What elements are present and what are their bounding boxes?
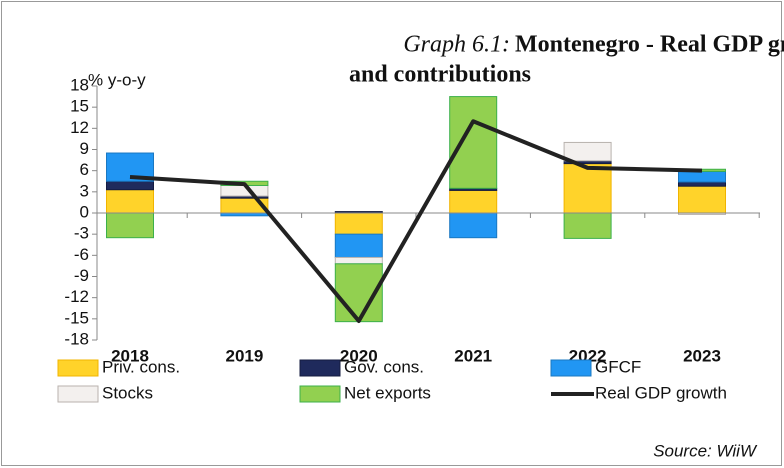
legend-label: Net exports xyxy=(344,383,431,402)
legend-swatch xyxy=(550,359,592,377)
bar-segment xyxy=(449,212,498,239)
chart-title-label: Graph 6.1: xyxy=(403,32,510,58)
bar-segment xyxy=(449,96,498,189)
bar-segment xyxy=(334,233,383,258)
x-tick-label: 2020 xyxy=(340,346,378,365)
y-tick-label: -3 xyxy=(74,224,89,243)
chart-title: and contributions xyxy=(349,62,531,88)
y-tick-label: 6 xyxy=(80,160,89,179)
y-tick-label: -18 xyxy=(64,329,89,348)
bar-segment xyxy=(563,141,612,162)
legend-label: Priv. cons. xyxy=(102,357,180,376)
x-tick-label: 2019 xyxy=(225,346,263,365)
legend-swatch xyxy=(57,359,99,377)
legend-swatch xyxy=(57,385,99,403)
y-tick-label: 3 xyxy=(80,181,89,200)
bar-segment xyxy=(678,170,726,183)
bar-segment xyxy=(334,256,383,265)
y-tick-label: 12 xyxy=(70,118,89,137)
x-tick-label: 2023 xyxy=(683,346,721,365)
bar-segment xyxy=(449,189,498,214)
bar-segment xyxy=(106,212,154,239)
line-series xyxy=(129,119,703,323)
y-tick-label: 18 xyxy=(70,75,89,94)
y-tick-label: -9 xyxy=(74,266,89,285)
legend-label: GFCF xyxy=(595,357,641,376)
y-tick-label: 15 xyxy=(70,97,89,116)
bar-segment xyxy=(678,185,726,214)
source: Source: WiiW xyxy=(653,441,758,460)
y-axis-label: % y-o-y xyxy=(88,70,146,89)
bar-segment xyxy=(334,212,383,235)
x-tick-label: 2021 xyxy=(454,346,492,365)
x-tick-label: 2018 xyxy=(111,346,149,365)
bar-segment xyxy=(106,189,154,214)
legend-swatch xyxy=(299,359,341,377)
legend-label: Stocks xyxy=(102,383,153,402)
y-tick-label: -6 xyxy=(74,245,89,264)
bar-segment xyxy=(106,180,154,191)
bar-segment xyxy=(563,163,612,214)
bar-segment xyxy=(678,181,726,187)
y-tick-label: 9 xyxy=(80,139,89,158)
chart-title: Montenegro - Real GDP growth xyxy=(515,32,784,58)
y-tick-label: 0 xyxy=(80,202,89,221)
bar-segment xyxy=(563,212,612,239)
legend-swatch xyxy=(299,385,341,403)
y-tick-label: -15 xyxy=(64,308,89,327)
legend-label: Real GDP growth xyxy=(595,383,727,402)
y-tick-label: -12 xyxy=(64,287,89,306)
legend-label: Gov. cons. xyxy=(344,357,424,376)
